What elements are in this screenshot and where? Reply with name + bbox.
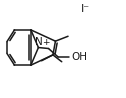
Text: N: N — [35, 37, 42, 47]
Text: OH: OH — [72, 52, 88, 62]
Text: +: + — [42, 38, 49, 47]
Text: I⁻: I⁻ — [81, 4, 90, 14]
